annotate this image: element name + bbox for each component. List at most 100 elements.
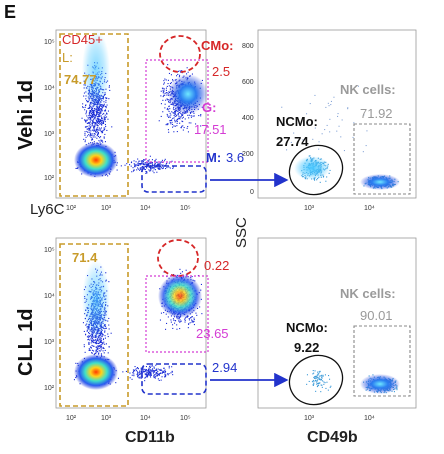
event-dot [133, 375, 135, 377]
event-dot [165, 168, 167, 170]
event-dot [172, 108, 174, 110]
event-dot [319, 382, 321, 384]
event-dot [93, 128, 95, 130]
event-dot [88, 112, 90, 114]
event-dot [109, 173, 111, 175]
event-dot [91, 340, 93, 342]
event-dot [133, 370, 135, 372]
event-dot [177, 113, 179, 115]
event-dot [92, 109, 94, 111]
event-dot [107, 175, 109, 177]
event-dot [142, 160, 144, 162]
event-dot [99, 119, 101, 121]
event-dot [193, 112, 195, 114]
event-dot [95, 343, 97, 345]
event-dot [168, 106, 170, 108]
event-dot [86, 100, 88, 102]
event-dot [166, 322, 168, 324]
event-dot [176, 114, 178, 116]
event-dot [165, 163, 167, 165]
event-dot [103, 136, 105, 138]
event-dot [330, 100, 332, 102]
event-dot [168, 373, 170, 375]
event-dot [173, 109, 175, 111]
event-dot [160, 368, 162, 370]
event-dot [100, 109, 102, 111]
event-dot [199, 306, 201, 308]
event-dot [106, 97, 108, 99]
event-dot [157, 374, 159, 376]
event-dot [174, 322, 176, 324]
event-dot [99, 346, 101, 348]
event-dot [83, 330, 85, 332]
event-dot [91, 344, 93, 346]
gate-cmo-value: 2.5 [212, 64, 230, 79]
event-dot [89, 128, 91, 130]
event-dot [321, 374, 323, 376]
event-dot [174, 121, 176, 123]
event-dot [159, 163, 161, 165]
event-dot [150, 365, 152, 367]
event-dot [90, 136, 92, 138]
event-dot [145, 171, 147, 173]
event-dot [168, 115, 170, 117]
event-dot [363, 114, 365, 116]
event-dot [87, 128, 89, 130]
x-tick: 10³ [101, 415, 112, 422]
event-dot [100, 353, 102, 355]
event-dot [311, 381, 313, 383]
event-dot [306, 113, 308, 115]
event-dot [93, 109, 95, 111]
event-dot [139, 371, 141, 373]
event-dot [317, 379, 319, 381]
y-tick: 10⁵ [44, 247, 55, 254]
event-dot [106, 104, 108, 106]
event-dot [101, 132, 103, 134]
event-dot [162, 91, 164, 93]
event-dot [93, 116, 95, 118]
event-dot [89, 127, 91, 129]
gate-m [141, 165, 207, 193]
event-dot [95, 346, 97, 348]
panel-label: E [4, 2, 16, 22]
event-dot [179, 118, 181, 120]
event-dot [192, 321, 194, 323]
event-dot [94, 125, 96, 127]
event-dot [323, 381, 325, 383]
event-dot [155, 372, 157, 374]
event-dot [150, 168, 152, 170]
event-dot [193, 320, 195, 322]
gate-m-value: 2.94 [212, 360, 237, 375]
event-dot [87, 131, 89, 133]
event-dot [87, 122, 89, 124]
event-dot [73, 379, 75, 381]
gate-nk [353, 123, 411, 195]
event-dot [97, 116, 99, 118]
event-dot [187, 131, 189, 133]
event-dot [104, 337, 106, 339]
event-dot [186, 67, 188, 69]
event-dot [101, 122, 103, 124]
event-dot [101, 124, 103, 126]
event-dot [98, 350, 100, 352]
event-dot [140, 169, 142, 171]
event-dot [187, 327, 189, 329]
event-dot [86, 336, 88, 338]
event-dot [97, 134, 99, 136]
event-dot [166, 167, 168, 169]
event-dot [144, 369, 146, 371]
event-dot [319, 371, 321, 373]
event-dot [141, 160, 143, 162]
event-dot [150, 170, 152, 172]
event-dot [83, 138, 85, 140]
event-dot [160, 90, 162, 92]
event-dot [92, 114, 94, 116]
density-cluster [294, 156, 330, 180]
event-dot [98, 112, 100, 114]
event-dot [329, 378, 331, 380]
event-dot [321, 133, 323, 135]
event-dot [357, 85, 359, 87]
event-dot [133, 160, 135, 162]
event-dot [89, 122, 91, 124]
event-dot [137, 168, 139, 170]
